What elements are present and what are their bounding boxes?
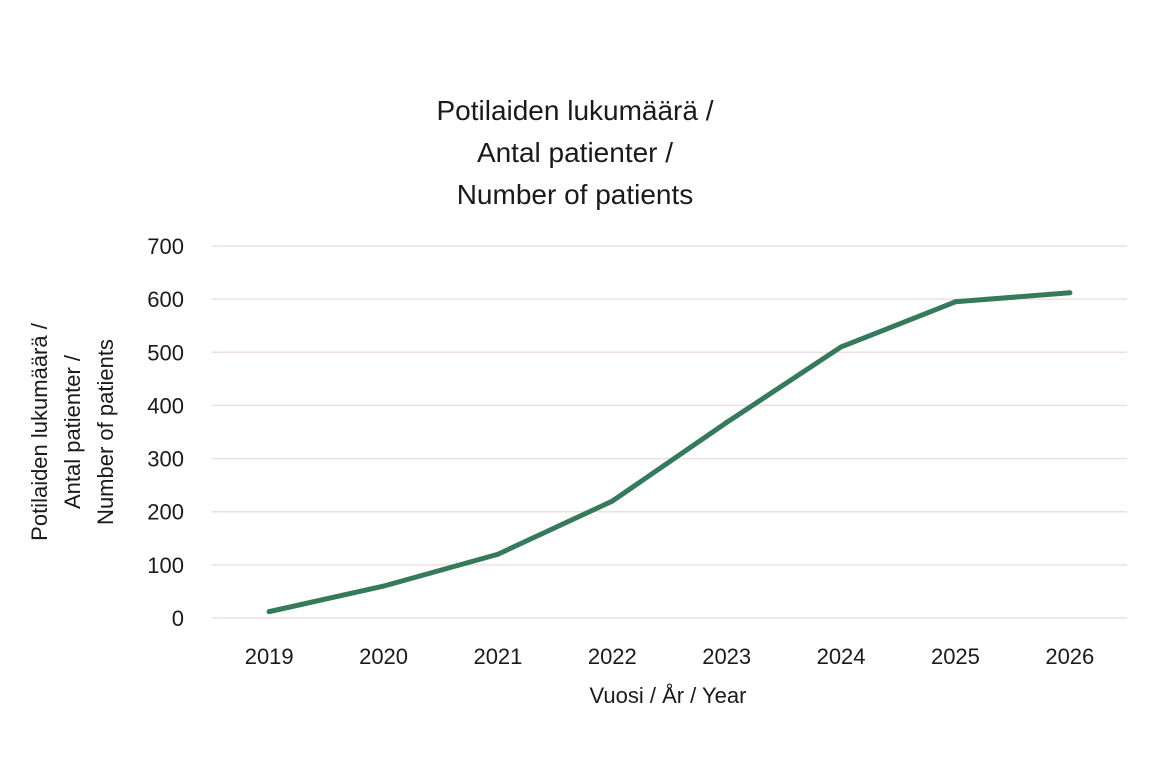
y-tick-label: 0 — [172, 606, 184, 631]
x-axis-ticks: 2019 2020 2021 2022 2023 2024 2025 2026 — [245, 644, 1095, 669]
data-point — [724, 419, 730, 425]
x-tick-label: 2024 — [817, 644, 866, 669]
y-tick-label: 200 — [147, 500, 184, 525]
series-line — [266, 290, 1073, 615]
data-point — [838, 344, 844, 350]
x-tick-label: 2019 — [245, 644, 294, 669]
gridlines — [212, 245, 1127, 619]
x-axis-title: Vuosi / År / Year — [590, 683, 747, 708]
y-axis-title-line-2: Antal patienter / — [60, 354, 85, 509]
series-layer — [266, 290, 1073, 615]
y-tick-label: 600 — [147, 287, 184, 312]
y-axis-title-line-3: Number of patients — [93, 339, 118, 525]
x-tick-label: 2020 — [359, 644, 408, 669]
data-point — [381, 583, 387, 589]
y-tick-label: 300 — [147, 447, 184, 472]
x-tick-label: 2022 — [588, 644, 637, 669]
chart-title-line-1: Potilaiden lukumäärä / — [436, 95, 713, 126]
y-axis-title: Potilaiden lukumäärä / Antal patienter /… — [27, 322, 118, 541]
data-point — [609, 498, 615, 504]
data-point — [495, 551, 501, 557]
chart-title: Potilaiden lukumäärä / Antal patienter /… — [436, 95, 713, 210]
y-axis-title-line-1: Potilaiden lukumäärä / — [27, 322, 52, 541]
data-point — [952, 299, 958, 305]
x-tick-label: 2025 — [931, 644, 980, 669]
chart-title-line-3: Number of patients — [457, 179, 694, 210]
y-tick-label: 100 — [147, 553, 184, 578]
x-tick-label: 2026 — [1045, 644, 1094, 669]
y-tick-label: 700 — [147, 234, 184, 259]
x-tick-label: 2021 — [473, 644, 522, 669]
data-point — [1067, 290, 1073, 296]
chart-title-line-2: Antal patienter / — [477, 137, 673, 168]
y-tick-label: 500 — [147, 340, 184, 365]
y-axis-ticks: 0 100 200 300 400 500 600 700 — [147, 234, 184, 631]
x-tick-label: 2023 — [702, 644, 751, 669]
y-tick-label: 400 — [147, 393, 184, 418]
data-point — [266, 609, 272, 615]
